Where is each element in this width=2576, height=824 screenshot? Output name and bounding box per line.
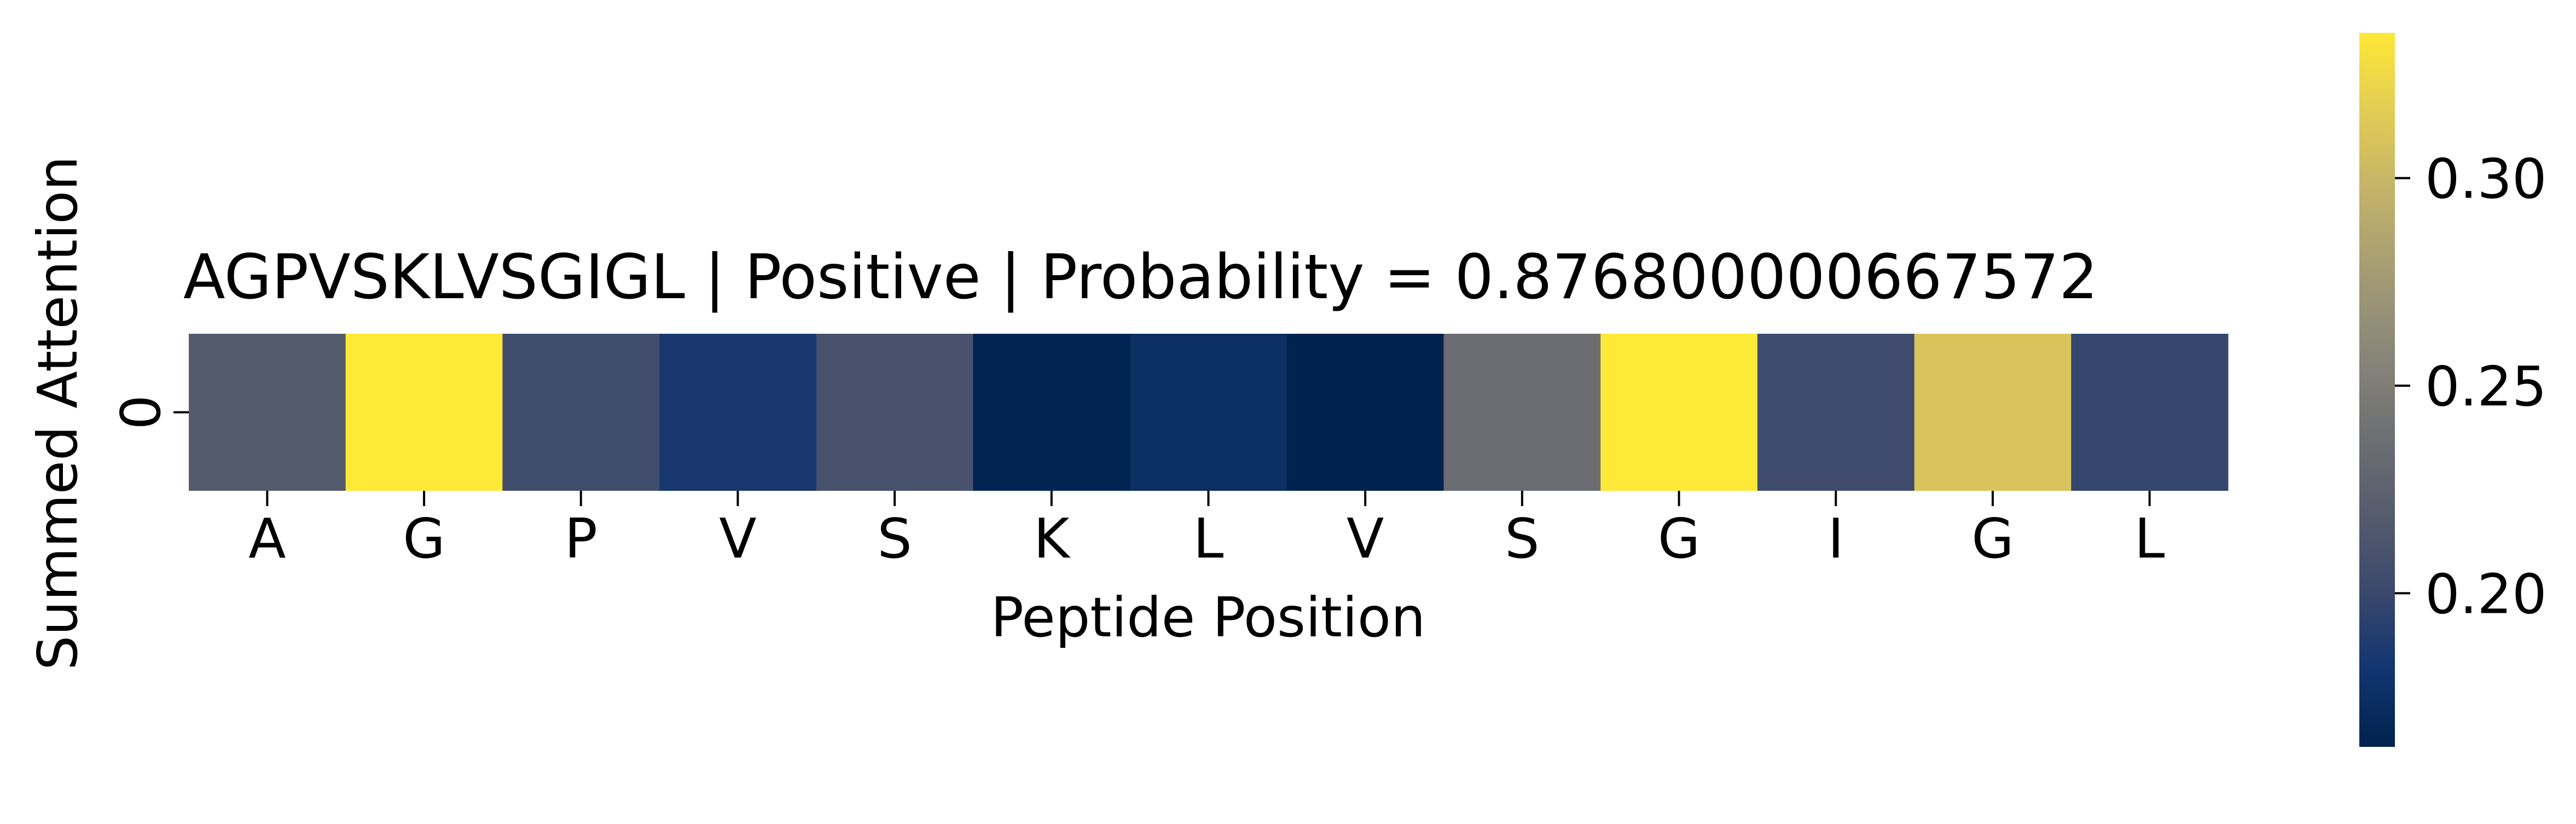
colorbar-tick-label: 0.25 [2425, 355, 2547, 419]
colorbar-ticks: 0.20 0.25 0.30 [2395, 147, 2547, 626]
heatmap-cell [1130, 334, 1287, 491]
heatmap-cell [973, 334, 1130, 491]
x-tick-label: S [877, 507, 912, 571]
x-tick-label: G [1971, 507, 2014, 571]
colorbar [2359, 33, 2395, 747]
y-axis-label: Summed Attention [26, 156, 90, 670]
heatmap-cell [1286, 334, 1444, 491]
heatmap-cell [345, 334, 503, 491]
heatmap-cell [1443, 334, 1601, 491]
y-tick-label: 0 [109, 395, 173, 430]
x-tick-label: K [1034, 507, 1071, 571]
x-tick-label: A [248, 507, 286, 571]
heatmap-cell [1757, 334, 1915, 491]
x-tick-label: V [719, 507, 756, 571]
x-tick-label: L [2134, 507, 2165, 571]
heatmap-cells [189, 334, 2229, 491]
heatmap-cell [816, 334, 974, 491]
heatmap-cell [502, 334, 660, 491]
chart-title: AGPVSKLVSGIGL | Positive | Probability =… [183, 242, 2098, 313]
x-tick-label: I [1828, 507, 1844, 571]
x-tick-label: L [1193, 507, 1224, 571]
heatmap-cell [1600, 334, 1758, 491]
x-tick-label: G [403, 507, 445, 571]
x-tick-label: P [565, 507, 597, 571]
x-tick-label: S [1505, 507, 1539, 571]
heatmap-cell [2071, 334, 2229, 491]
y-axis-ticks: 0 [109, 395, 189, 430]
heatmap-cell [1914, 334, 2072, 491]
x-tick-label: V [1347, 507, 1384, 571]
x-axis-label: Peptide Position [991, 585, 1426, 649]
x-tick-label: G [1658, 507, 1701, 571]
heatmap-cell [189, 334, 346, 491]
heatmap-cell [659, 334, 817, 491]
colorbar-tick-label: 0.30 [2425, 147, 2547, 211]
colorbar-tick-label: 0.20 [2425, 562, 2547, 626]
